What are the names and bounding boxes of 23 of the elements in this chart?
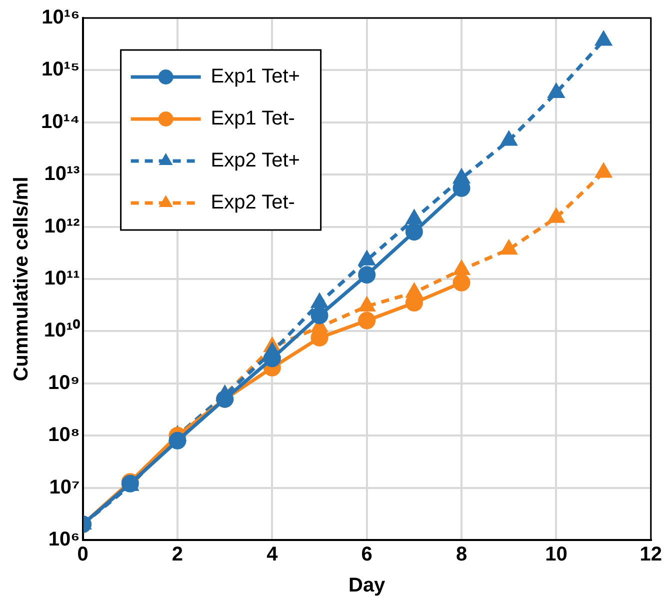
y-tick-label: 10¹² [44,215,80,238]
x-tick-label: 0 [77,544,88,566]
y-tick-label: 10¹⁴ [40,110,80,133]
y-tick-label: 10¹⁵ [41,58,80,81]
legend-label: Exp1 Tet+ [210,66,300,88]
x-tick-label: 12 [640,544,662,566]
x-axis-title: Day [348,574,386,597]
x-tick-label: 8 [456,544,468,566]
x-tick-label: 2 [172,544,184,566]
y-tick-label: 10¹³ [44,163,80,186]
y-tick-label: 10⁷ [49,476,80,498]
y-axis-title: Cummulative cells/ml [10,176,33,382]
y-tick-label: 10¹⁶ [42,6,80,29]
x-tick-label: 4 [266,544,279,566]
legend-label: Exp2 Tet+ [210,150,300,172]
y-tick-label: 10¹¹ [44,268,80,290]
y-tick-label: 10⁸ [48,424,80,446]
legend-label: Exp2 Tet- [210,192,295,214]
y-tick-label: 10⁹ [48,372,80,394]
x-tick-label: 6 [361,544,372,566]
x-tick-label: 10 [545,544,568,566]
y-tick-label: 10¹⁰ [44,318,80,342]
legend-label: Exp1 Tet- [210,108,295,130]
